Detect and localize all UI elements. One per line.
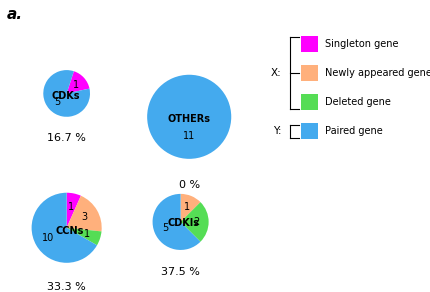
- Text: CDKIs: CDKIs: [167, 218, 200, 228]
- Text: 1: 1: [68, 202, 74, 212]
- Bar: [301, 65, 318, 81]
- Text: 37.5 %: 37.5 %: [161, 267, 200, 277]
- Text: 1: 1: [73, 80, 79, 90]
- Text: 16.7 %: 16.7 %: [47, 133, 86, 143]
- Text: Singleton gene: Singleton gene: [325, 39, 398, 49]
- Wedge shape: [181, 202, 209, 242]
- Text: a.: a.: [6, 7, 22, 22]
- Text: 1: 1: [184, 202, 190, 212]
- Text: 2: 2: [194, 217, 200, 227]
- Text: 5: 5: [54, 97, 60, 107]
- Text: 10: 10: [42, 233, 55, 243]
- Text: 3: 3: [82, 212, 88, 222]
- Text: 5: 5: [163, 223, 169, 233]
- Text: CDKs: CDKs: [51, 91, 80, 101]
- Text: 1: 1: [83, 229, 90, 239]
- Text: 33.3 %: 33.3 %: [47, 282, 86, 292]
- Wedge shape: [67, 196, 101, 232]
- Text: 11: 11: [183, 131, 195, 141]
- Wedge shape: [67, 193, 81, 228]
- Text: CCNs: CCNs: [56, 226, 84, 236]
- Text: X:: X:: [271, 68, 282, 78]
- Text: Newly appeared gene: Newly appeared gene: [325, 68, 430, 78]
- Wedge shape: [147, 75, 231, 159]
- Text: Y:: Y:: [273, 126, 282, 136]
- Bar: [301, 94, 318, 110]
- Bar: [301, 36, 318, 52]
- Text: 0 %: 0 %: [178, 180, 200, 190]
- Wedge shape: [67, 71, 89, 93]
- Wedge shape: [43, 70, 90, 117]
- Text: OTHERs: OTHERs: [168, 114, 211, 124]
- Bar: [301, 124, 318, 140]
- Text: Deleted gene: Deleted gene: [325, 97, 390, 107]
- Wedge shape: [181, 194, 200, 222]
- Wedge shape: [32, 193, 97, 263]
- Wedge shape: [67, 228, 101, 245]
- Text: Paired gene: Paired gene: [325, 126, 382, 136]
- Wedge shape: [153, 194, 200, 250]
